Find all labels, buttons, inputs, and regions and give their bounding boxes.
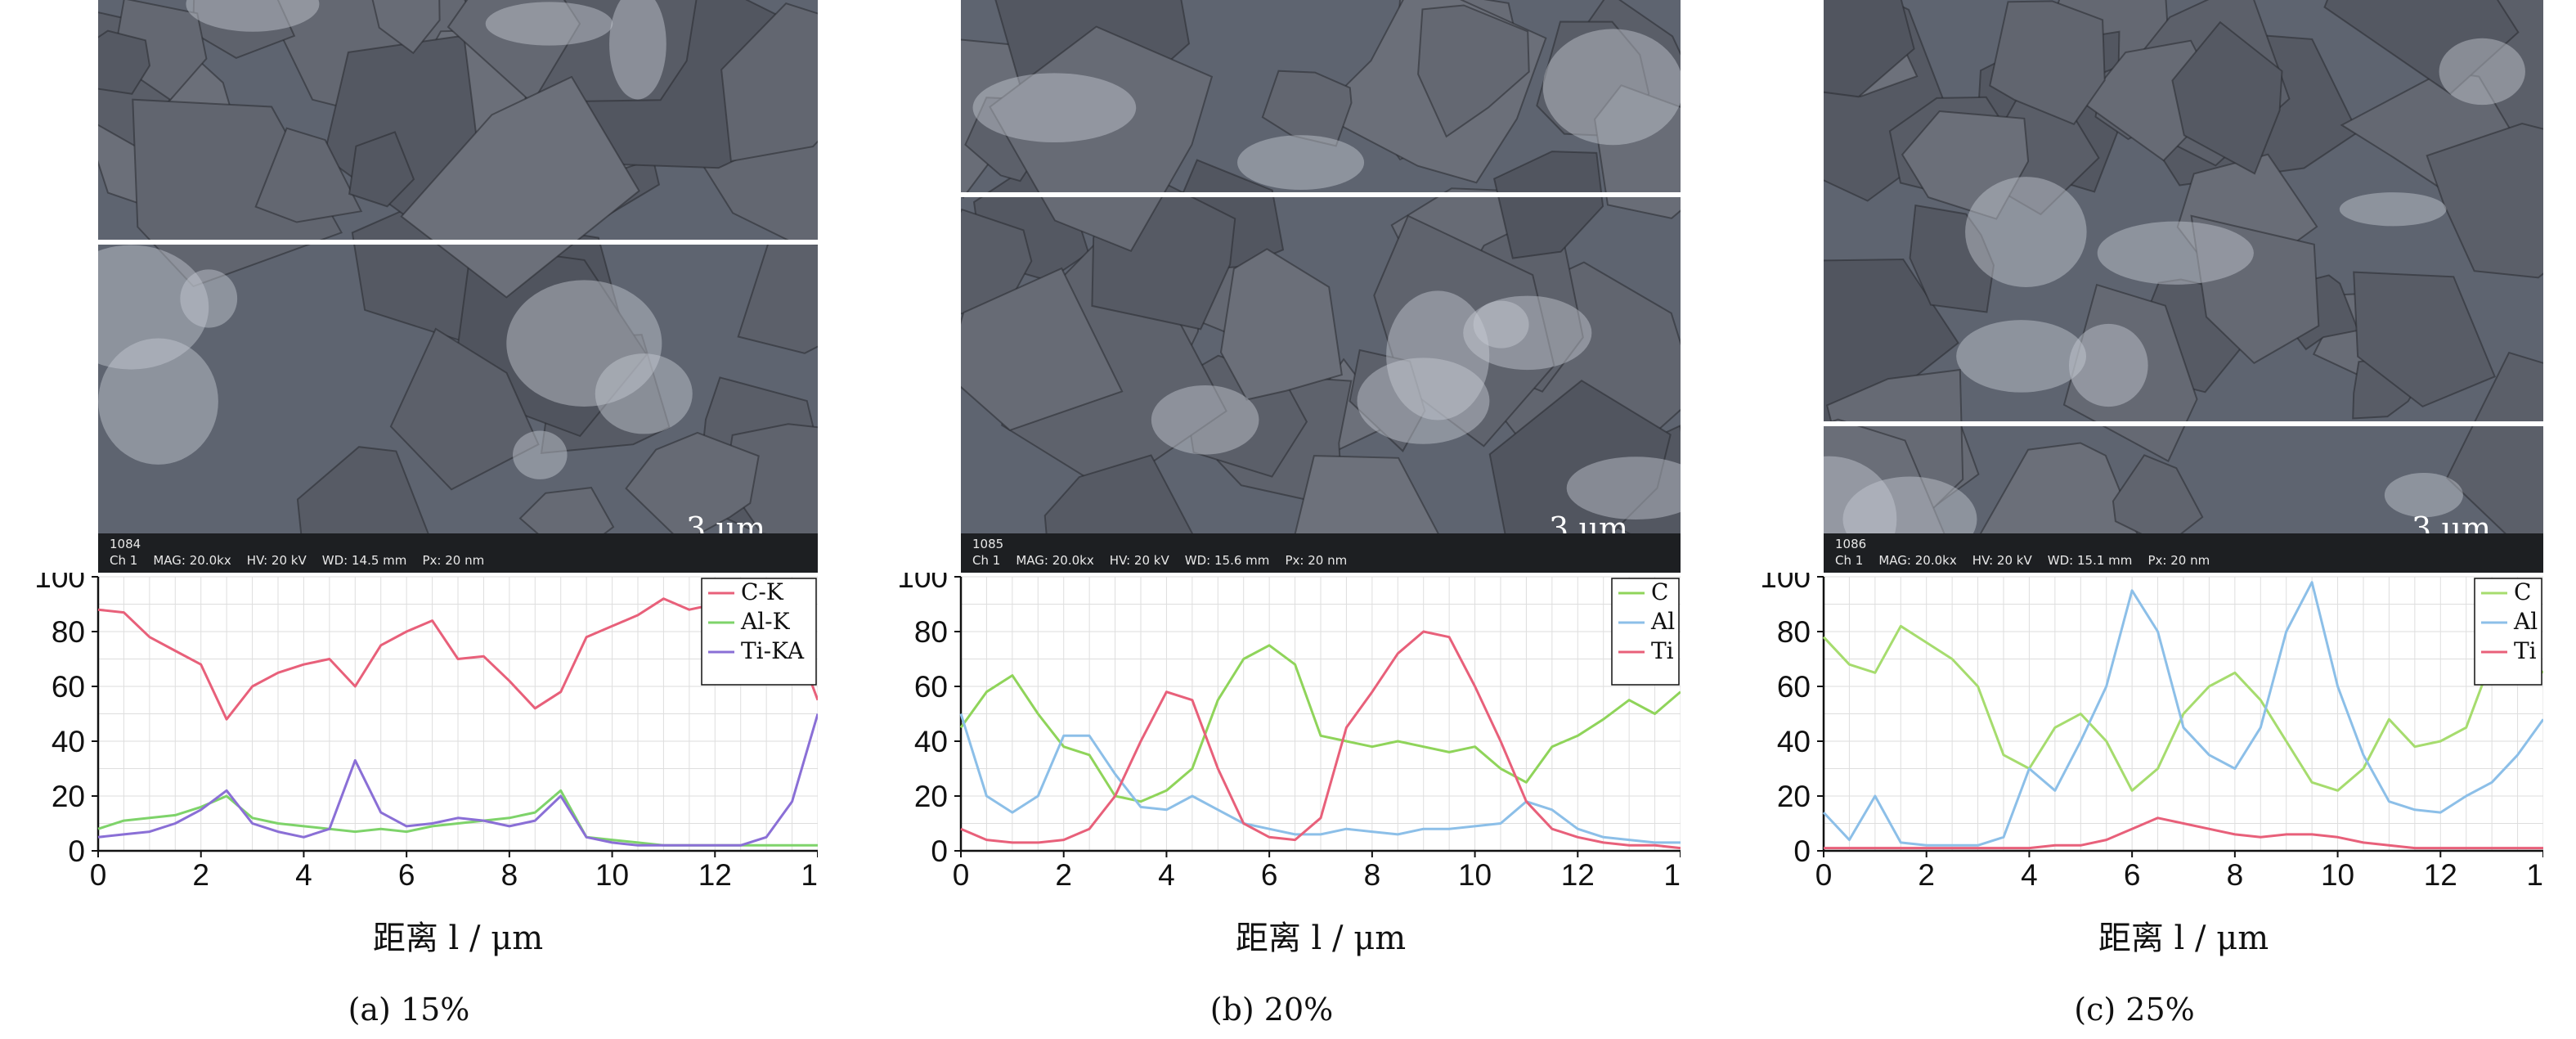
x-tick-label: 6 <box>2124 858 2141 892</box>
linescan-chart-a: 0 20 40 60 80 100 0 2 4 6 8 10 12 14 距离 l / μm C-K Al-KT… <box>34 573 818 957</box>
figure-panel-a: 3 μm 1084 Ch 1 MAG: 20.0kx HV: 20 kV WD:… <box>0 0 818 1039</box>
series-line-ti <box>1824 816 2543 850</box>
y-tick-label: 60 <box>1777 670 1811 704</box>
y-tick-label: 100 <box>34 573 85 594</box>
legend-box <box>2474 578 2542 686</box>
y-tick-label: 60 <box>52 670 85 704</box>
sem-info-bar: 1086 Ch 1 MAG: 20.0kx HV: 20 kV WD: 15.1… <box>1824 533 2543 573</box>
legend-label: Al-K <box>740 608 791 635</box>
y-tick-label: 80 <box>52 615 85 649</box>
y-tick-label: 80 <box>914 615 948 649</box>
x-tick-label: 6 <box>398 858 415 892</box>
x-tick-label: 14 <box>2526 858 2543 892</box>
line-scan-path <box>98 240 818 245</box>
y-tick-label: 0 <box>931 834 948 868</box>
legend-label: C <box>1651 578 1668 605</box>
sem-image-a: 3 μm 1084 Ch 1 MAG: 20.0kx HV: 20 kV WD:… <box>98 0 818 573</box>
legend-label: Ti <box>1651 637 1674 664</box>
figure-panel-c: 3 μm 1086 Ch 1 MAG: 20.0kx HV: 20 kV WD:… <box>1726 0 2543 1039</box>
panel-caption: (a) 15% <box>348 992 470 1028</box>
x-tick-label: 12 <box>698 858 732 892</box>
legend: C-K Al-KTi-KA <box>701 578 817 686</box>
sem-parameters: Ch 1 MAG: 20.0kx HV: 20 kV WD: 15.6 mm P… <box>972 553 1348 568</box>
y-tick-label: 0 <box>1793 834 1811 868</box>
y-tick-label: 80 <box>1777 615 1811 649</box>
panel-caption: (b) 20% <box>1209 992 1334 1028</box>
legend-label: C <box>2514 578 2531 605</box>
y-tick-label: 100 <box>1760 573 1811 594</box>
x-tick-label: 4 <box>1158 858 1175 892</box>
series-line-al <box>959 713 1681 844</box>
y-tick-label: 40 <box>1777 725 1811 758</box>
sem-image-id: 1085 <box>972 537 1004 551</box>
sem-image-b: 3 μm 1085 Ch 1 MAG: 20.0kx HV: 20 kV WD:… <box>961 0 1681 573</box>
x-tick-label: 10 <box>1458 858 1492 892</box>
x-tick-label: 14 <box>1663 858 1681 892</box>
sem-image-id: 1086 <box>1835 537 1867 551</box>
y-tick-label: 20 <box>52 780 85 813</box>
x-axis-title: 距离 l / μm <box>373 920 543 957</box>
line-scan-path <box>1824 421 2543 427</box>
panel-caption: (c) 25% <box>2074 992 2195 1028</box>
y-tick-label: 100 <box>897 573 948 594</box>
legend-label: Al <box>1650 608 1675 635</box>
series-line-c <box>959 644 1681 803</box>
x-tick-label: 10 <box>2321 858 2354 892</box>
x-tick-label: 14 <box>801 858 818 892</box>
line-scan-path <box>961 191 1681 197</box>
x-tick-label: 10 <box>595 858 629 892</box>
legend-label: Ti-KA <box>741 637 805 664</box>
series-line-c <box>1822 624 2543 792</box>
series-line-ti <box>960 630 1681 850</box>
x-tick-label: 8 <box>1364 858 1381 892</box>
x-tick-label: 2 <box>1055 858 1072 892</box>
y-tick-label: 20 <box>1777 780 1811 813</box>
sem-image-id: 1084 <box>110 537 141 551</box>
x-tick-label: 2 <box>1918 858 1935 892</box>
sem-parameters: Ch 1 MAG: 20.0kx HV: 20 kV WD: 14.5 mm P… <box>110 553 485 568</box>
legend-label: C-K <box>741 578 784 605</box>
x-tick-label: 4 <box>295 858 312 892</box>
x-tick-label: 0 <box>90 858 107 892</box>
legend-box <box>701 578 817 686</box>
x-tick-label: 4 <box>2021 858 2038 892</box>
x-tick-label: 0 <box>1815 858 1833 892</box>
x-axis-title: 距离 l / μm <box>2098 920 2269 957</box>
y-tick-label: 40 <box>914 725 948 758</box>
x-tick-label: 8 <box>501 858 518 892</box>
x-tick-label: 12 <box>1561 858 1595 892</box>
y-tick-label: 0 <box>68 834 85 868</box>
series-line-al <box>1822 581 2543 847</box>
x-tick-label: 0 <box>953 858 970 892</box>
y-tick-label: 40 <box>52 725 85 758</box>
sem-micrograph-texture <box>961 0 1681 573</box>
series-line-ti-ka <box>97 713 818 847</box>
y-tick-label: 20 <box>914 780 948 813</box>
sem-parameters: Ch 1 MAG: 20.0kx HV: 20 kV WD: 15.1 mm P… <box>1835 553 2210 568</box>
sem-micrograph-texture <box>1824 0 2543 573</box>
sem-info-bar: 1084 Ch 1 MAG: 20.0kx HV: 20 kV WD: 14.5… <box>98 533 818 573</box>
series-line-c-k <box>97 594 818 721</box>
x-tick-label: 8 <box>2227 858 2244 892</box>
x-axis-title: 距离 l / μm <box>1236 920 1406 957</box>
legend-box <box>1611 578 1680 686</box>
y-tick-label: 60 <box>914 670 948 704</box>
x-tick-label: 12 <box>2424 858 2457 892</box>
sem-micrograph-texture <box>98 0 818 573</box>
figure-panel-b: 3 μm 1085 Ch 1 MAG: 20.0kx HV: 20 kV WD:… <box>863 0 1681 1039</box>
legend-label: Ti <box>2514 637 2537 664</box>
x-tick-label: 6 <box>1261 858 1278 892</box>
legend-label: Al <box>2513 608 2538 635</box>
x-tick-label: 2 <box>192 858 209 892</box>
sem-image-c: 3 μm 1086 Ch 1 MAG: 20.0kx HV: 20 kV WD:… <box>1824 0 2543 573</box>
sem-info-bar: 1085 Ch 1 MAG: 20.0kx HV: 20 kV WD: 15.6… <box>961 533 1681 573</box>
